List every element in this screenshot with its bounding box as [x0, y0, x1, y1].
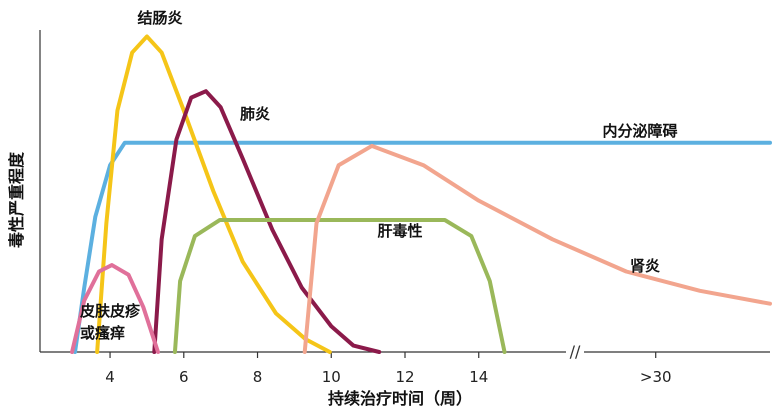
axis-break: // [570, 342, 581, 361]
x-tick-label: 8 [253, 368, 263, 386]
series-line [302, 143, 772, 354]
series-line [95, 34, 332, 354]
x-tick-label: >30 [640, 368, 672, 386]
x-tick-label: 14 [469, 368, 488, 386]
x-tick-label: 4 [105, 368, 115, 386]
series-label: 肝毒性 [377, 222, 422, 240]
series-label: 肺炎 [240, 105, 270, 123]
series-label: 内分泌障碍 [602, 122, 677, 140]
x-tick-label: 6 [179, 368, 189, 386]
x-axis-label: 持续治疗时间（周） [328, 389, 472, 408]
series-label: 结肠炎 [137, 9, 182, 27]
series-line [172, 217, 507, 354]
series-line [73, 140, 772, 354]
series-label: 皮肤皮疹或瘙痒 [80, 302, 141, 342]
series-line [70, 263, 160, 354]
x-tick-label: 10 [322, 368, 341, 386]
x-tick-label: 12 [395, 368, 414, 386]
axis-break-gap [566, 345, 584, 359]
y-axis-label: 毒性严重程度 [7, 151, 26, 248]
series-label: 肾炎 [630, 257, 660, 275]
series-line [152, 89, 382, 354]
